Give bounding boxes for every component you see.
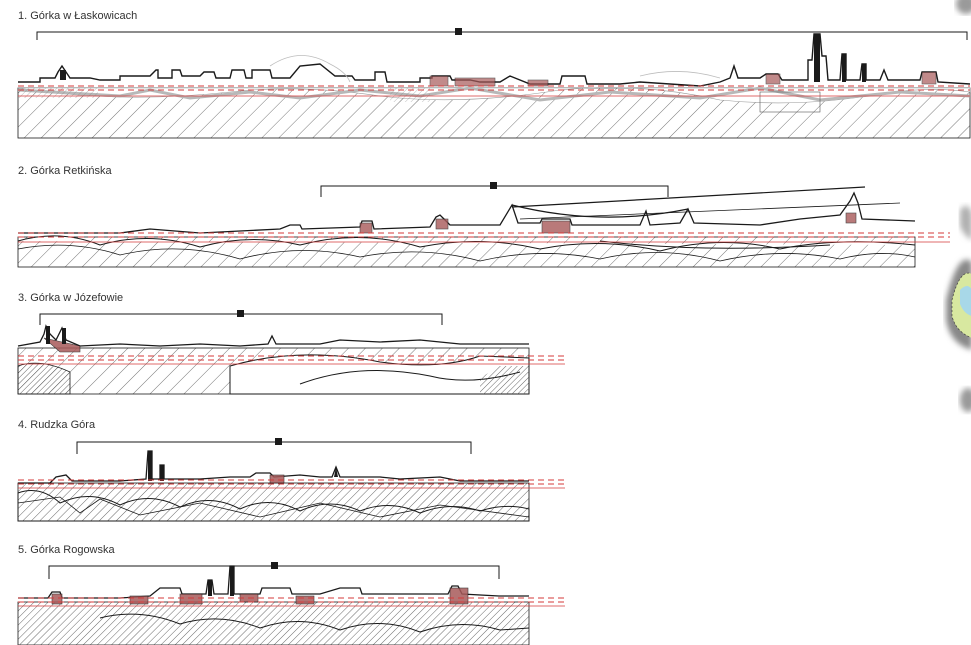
- view-extent-bracket: [76, 438, 472, 454]
- panel-number: 1.: [18, 10, 28, 22]
- panel-name: Górka Rogowska: [30, 544, 115, 556]
- view-extent-bracket: [39, 310, 443, 325]
- panorama-panel-3: 3. Górka w Józefowie: [0, 287, 971, 402]
- panorama-panel-5: 5. Górka Rogowska: [0, 539, 971, 645]
- viewpoint-marker-icon: [237, 310, 244, 317]
- location-map-icon: [946, 0, 971, 412]
- skyline-section-5: [17, 562, 565, 645]
- viewpoint-marker-icon: [275, 438, 282, 445]
- panorama-panel-2: 2. Górka Retkińska: [0, 160, 971, 275]
- skyline-section-4: [17, 438, 565, 522]
- panel-title: 1. Górka w Łaskowicach: [18, 10, 137, 22]
- panel-title: 2. Górka Retkińska: [18, 165, 112, 177]
- panel-name: Górka w Łaskowicach: [30, 10, 138, 22]
- view-extent-bracket: [320, 182, 669, 197]
- skyline-section-3: [17, 310, 565, 395]
- viewpoint-marker-icon: [455, 28, 462, 35]
- panel-title: 3. Górka w Józefowie: [18, 292, 123, 304]
- panel-title: 5. Górka Rogowska: [18, 544, 115, 556]
- view-extent-bracket: [36, 28, 968, 40]
- panel-name: Górka w Józefowie: [30, 292, 124, 304]
- panel-number: 5.: [18, 544, 28, 556]
- panel-name: Górka Retkińska: [30, 165, 112, 177]
- skyline-section-1: [17, 28, 971, 139]
- view-extent-bracket: [48, 562, 500, 579]
- panel-number: 4.: [18, 419, 28, 431]
- panel-number: 3.: [18, 292, 28, 304]
- viewpoint-marker-icon: [490, 182, 497, 189]
- panorama-panel-1: 1. Górka w Łaskowicach: [0, 0, 971, 150]
- panel-number: 2.: [18, 165, 28, 177]
- panorama-panel-4: 4. Rudzka Góra: [0, 414, 971, 529]
- panel-title: 4. Rudzka Góra: [18, 419, 95, 431]
- viewpoint-marker-icon: [271, 562, 278, 569]
- panel-name: Rudzka Góra: [30, 419, 96, 431]
- skyline-section-2: [17, 182, 950, 268]
